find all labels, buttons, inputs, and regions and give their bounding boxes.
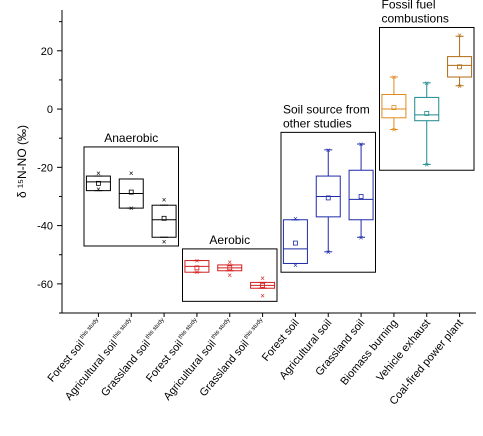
max-marker: × (129, 169, 134, 178)
mean-marker (293, 240, 298, 246)
group-label: Soil source from other studies (283, 102, 370, 130)
max-marker: × (359, 140, 364, 149)
min-marker: × (392, 125, 397, 134)
box-10: ×× (381, 73, 407, 134)
box-body (151, 204, 177, 238)
max-marker: × (424, 79, 429, 88)
max-marker: × (260, 274, 265, 283)
max-marker: × (195, 257, 200, 266)
mean-marker (96, 180, 101, 186)
y-tick-label: 20 (41, 46, 53, 58)
group-frames: Anaerobic Aerobic Soil source from other st… (83, 0, 475, 302)
box-7: ×× (282, 214, 308, 270)
min-marker: × (293, 261, 298, 270)
mean-marker (260, 282, 265, 288)
min-marker: × (326, 248, 331, 257)
box-body (447, 56, 473, 78)
box-body (381, 93, 407, 119)
mean-marker (457, 64, 462, 70)
min-marker: × (162, 238, 167, 247)
y-tick-label: -60 (37, 279, 53, 291)
min-marker: × (359, 233, 364, 242)
y-tick-label: 0 (47, 104, 53, 116)
min-marker: × (424, 160, 429, 169)
box-1: ×× (85, 169, 111, 194)
mean-marker (128, 189, 134, 195)
y-tick-label: -40 (37, 221, 53, 233)
boxes: ×××××××××××××××××××××× ×× (85, 31, 473, 301)
min-marker: × (227, 271, 232, 280)
mean-marker (424, 111, 430, 116)
group-frame (83, 146, 179, 247)
box-body (348, 169, 374, 221)
group-label: Fossil fuel combustions (382, 0, 449, 25)
group-frame (280, 131, 376, 273)
y-axis-title: δ ¹⁵N-NO (‰) (15, 125, 29, 198)
box-5: ×× (217, 258, 243, 280)
box-body (85, 175, 111, 192)
min-marker: × (129, 204, 134, 213)
group-frame (379, 26, 475, 171)
box-9: ×× (348, 140, 374, 242)
box-4: ×× (184, 257, 210, 277)
box-body (282, 219, 308, 264)
box-8: ×× (315, 146, 341, 257)
min-marker: × (260, 292, 265, 301)
mean-marker (358, 194, 364, 199)
group-label: Aerobic (209, 233, 250, 247)
mean-marker (194, 265, 200, 271)
max-marker: × (326, 146, 331, 155)
x-tick-label: Biomass burning (338, 317, 400, 387)
mean-marker (227, 265, 233, 271)
min-marker: × (195, 268, 200, 277)
mean-marker (161, 215, 167, 221)
axes: 20 0 -20 -40 -60 (37, 10, 476, 317)
min-marker: × (96, 185, 101, 194)
y-tick-label: -20 (37, 162, 53, 174)
min-marker: × (457, 82, 462, 91)
mean-marker (325, 195, 331, 201)
max-marker: × (162, 195, 167, 204)
max-marker: × (293, 214, 298, 223)
max-marker: × (227, 258, 232, 267)
max-marker: × (96, 169, 101, 178)
group-frame (182, 248, 278, 302)
box-body (414, 96, 440, 122)
box-2: ×× (118, 169, 144, 213)
box-3: ×× (151, 195, 177, 247)
mean-marker (391, 105, 397, 111)
group-label: Anaerobic (104, 131, 158, 145)
box-6: ×× (250, 274, 276, 301)
box-11: ×× (414, 79, 440, 169)
max-marker: × (392, 73, 397, 82)
box-12: ×× (447, 31, 473, 91)
x-tick-label: Grassland soil this study (198, 317, 269, 399)
max-marker: × (457, 31, 462, 40)
